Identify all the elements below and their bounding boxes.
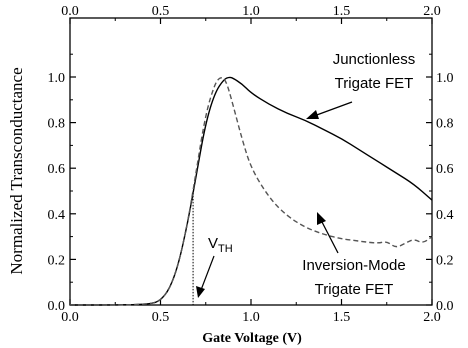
- series-lines: [70, 76, 433, 306]
- x-top-tick-label: 0.5: [152, 4, 170, 19]
- y-tick-label: 0.0: [48, 299, 66, 314]
- x-top-tick-label: 1.5: [333, 4, 351, 19]
- x-tick-label: 1.5: [333, 310, 351, 325]
- x-axis-title: Gate Voltage (V): [202, 331, 302, 346]
- y-tick-label: 0.8: [48, 117, 66, 132]
- y-tick-label: 1.0: [48, 71, 66, 86]
- y-axis-title: Normalized Transconductance: [7, 67, 26, 274]
- vth-arrow-line: [200, 255, 215, 291]
- x-tick-label: 1.0: [242, 310, 260, 325]
- y-right-tick-label: 1.0: [436, 71, 454, 86]
- inversion-mode-series-line: [70, 77, 433, 306]
- y-tick-label: 0.2: [48, 253, 66, 268]
- x-tick-label: 0.5: [152, 310, 170, 325]
- y-right-tick-label: 0.8: [436, 117, 454, 132]
- x-tick-label: 2.0: [423, 310, 441, 325]
- junctionless-label-line2: Trigate FET: [335, 75, 414, 92]
- junctionless-arrow-head: [306, 110, 319, 119]
- y-right-tick-label: 0.4: [436, 208, 454, 223]
- y-right-tick-label: 0.6: [436, 162, 454, 177]
- x-top-tick-label: 1.0: [242, 4, 260, 19]
- tick-labels: 0.0 0.5 1.0 1.5 2.00.0 0.5 1.0 1.5 2.00.00.20.40…: [48, 4, 454, 325]
- inversion-label-line2: Trigate FET: [315, 281, 394, 298]
- y-tick-label: 0.4: [48, 208, 66, 223]
- annotations: VTH Junctionless Trigate FET Inversion-Mode…: [192, 51, 416, 305]
- inversion-arrow-head: [317, 212, 326, 225]
- x-tick-label: 0.0: [61, 310, 79, 325]
- y-right-tick-label: 0.0: [436, 299, 454, 314]
- junctionless-arrow-line: [313, 101, 353, 117]
- tick-marks: [69, 18, 433, 306]
- x-top-tick-label: 2.0: [423, 4, 441, 19]
- y-right-tick-label: 0.2: [436, 253, 454, 268]
- y-tick-label: 0.6: [48, 162, 66, 177]
- x-top-tick-label: 0.0: [61, 4, 79, 19]
- vth-arrow-head: [196, 286, 205, 298]
- junctionless-label-line1: Junctionless: [333, 51, 416, 68]
- inversion-label-line1: Inversion-Mode: [302, 257, 405, 274]
- vth-label: VTH: [208, 235, 233, 255]
- inversion-arrow-line: [321, 221, 339, 254]
